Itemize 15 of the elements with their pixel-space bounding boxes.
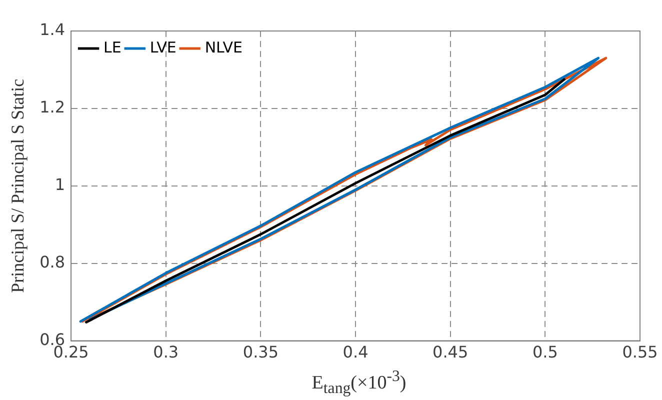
x-tick-label: 0.35 [242,342,279,362]
y-tick-label: 1.4 [40,20,66,40]
legend-label: LVE [150,38,176,56]
x-tick-label: 0.3 [153,342,179,362]
x-tick-label: 0.45 [432,342,468,362]
y-axis-title: Principal S/ Principal S Static [8,78,28,293]
y-tick-label: 0.8 [40,252,66,272]
y-tick-label: 1.2 [40,98,66,117]
x-tick-label: 0.55 [622,342,658,362]
legend-label: LE [104,38,122,56]
y-tick-label: 1 [54,175,66,194]
x-tick-label: 0.5 [532,342,558,362]
x-axis-title: E$_{tang}$(×10$^{-3}$) [310,368,408,398]
legend-label: NLVE [204,38,242,56]
x-tick-label: 0.4 [342,342,368,362]
